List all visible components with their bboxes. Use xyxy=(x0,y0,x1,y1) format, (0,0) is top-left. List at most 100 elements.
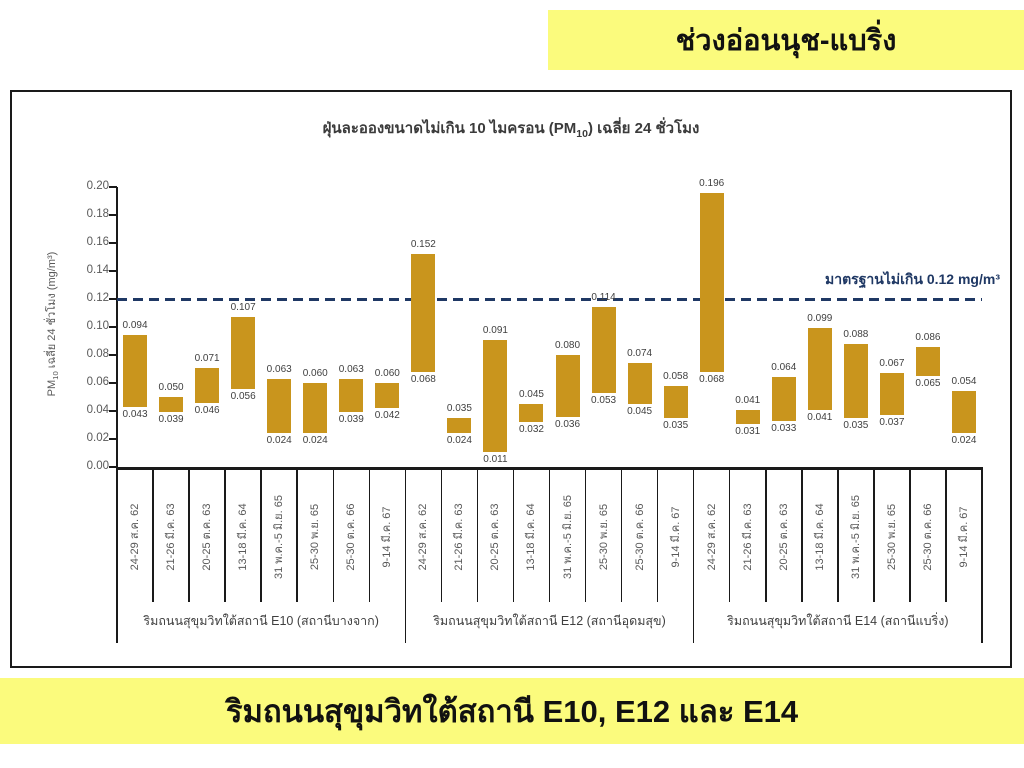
range-bar xyxy=(807,328,832,410)
range-bar xyxy=(411,254,436,372)
x-tick-label: 21-26 มี.ค. 63 xyxy=(453,502,466,571)
range-bar xyxy=(735,409,760,424)
bar-max-label: 0.086 xyxy=(915,331,941,343)
bar-min-label: 0.035 xyxy=(663,420,689,431)
y-tick-label: 0.10 xyxy=(86,320,109,332)
x-tick-label: 13-18 มี.ค. 64 xyxy=(525,502,538,571)
chart-title: ฝุ่นละอองขนาดไม่เกิน 10 ไมครอน (PM10) เฉ… xyxy=(322,120,700,140)
x-tick-label: 25-30 ต.ค. 66 xyxy=(345,502,358,571)
range-bar xyxy=(591,307,616,393)
x-tick-label: 9-14 มี.ค. 67 xyxy=(669,505,682,568)
route-banner: ช่วงอ่อนนุช-แบริ่ง xyxy=(548,10,1024,70)
category-separator xyxy=(260,467,262,602)
range-bar xyxy=(483,339,508,452)
bar-max-label: 0.054 xyxy=(951,376,977,388)
range-bar xyxy=(951,391,976,434)
y-tick-mark xyxy=(109,354,117,356)
range-bar xyxy=(159,397,184,413)
y-axis-title: PM10 เฉลี่ย 24 ชั่วโมง (mg/m³) xyxy=(46,251,61,397)
y-tick-mark xyxy=(109,214,117,216)
standard-line-label: มาตรฐานไม่เกิน 0.12 mg/m³ xyxy=(825,271,1000,287)
bar-min-label: 0.024 xyxy=(951,435,977,447)
bar-max-label: 0.107 xyxy=(230,302,256,314)
range-bar xyxy=(375,383,400,409)
bar-max-label: 0.045 xyxy=(518,389,544,400)
bar-min-label: 0.056 xyxy=(230,390,256,402)
x-tick-label: 9-14 มี.ค. 67 xyxy=(957,505,970,568)
x-tick-label: 31 พ.ค.-5 มิ.ย. 65 xyxy=(561,494,574,579)
category-separator xyxy=(728,467,731,602)
bar-max-label: 0.058 xyxy=(663,370,689,382)
x-tick-label: 21-26 มี.ค. 63 xyxy=(165,502,178,571)
bar-min-label: 0.068 xyxy=(410,373,436,385)
x-tick-label: 20-25 ต.ค. 63 xyxy=(489,502,502,571)
x-tick-label: 21-26 มี.ค. 63 xyxy=(741,502,754,571)
range-bar xyxy=(843,343,868,418)
range-bar xyxy=(267,378,292,434)
bar-min-label: 0.053 xyxy=(591,394,617,406)
bar-min-label: 0.041 xyxy=(807,411,833,423)
y-tick-label: 0.06 xyxy=(86,376,109,388)
y-tick-mark xyxy=(109,410,117,412)
bar-max-label: 0.071 xyxy=(194,352,220,364)
location-banner-text: ริมถนนสุขุมวิทใต้สถานี E10, E12 และ E14 xyxy=(225,694,799,729)
x-tick-label: 24-29 ส.ค. 62 xyxy=(705,503,718,570)
group-separator xyxy=(692,467,695,643)
x-tick-label: 31 พ.ค.-5 มิ.ย. 65 xyxy=(849,494,862,579)
y-tick-label: 0.16 xyxy=(86,236,109,248)
category-separator xyxy=(296,467,298,602)
category-separator xyxy=(512,467,515,602)
bar-min-label: 0.024 xyxy=(302,435,328,447)
bar-max-label: 0.063 xyxy=(338,363,364,375)
bar-min-label: 0.039 xyxy=(338,414,364,426)
range-bar xyxy=(231,317,256,389)
bar-min-label: 0.011 xyxy=(483,453,508,465)
y-tick-mark xyxy=(109,326,117,328)
category-separator xyxy=(332,467,334,602)
x-tick-label: 25-30 พ.ย. 65 xyxy=(597,503,610,570)
bar-min-label: 0.043 xyxy=(122,408,148,420)
bar-min-label: 0.042 xyxy=(374,410,400,422)
category-separator xyxy=(584,467,587,602)
x-tick-label: 24-29 ส.ค. 62 xyxy=(417,503,430,570)
y-tick-mark xyxy=(109,242,117,244)
group-separator xyxy=(981,467,983,643)
y-tick-label: 0.04 xyxy=(86,404,109,416)
bar-min-label: 0.031 xyxy=(735,425,761,437)
category-separator xyxy=(837,467,839,602)
y-tick-mark xyxy=(109,186,117,188)
y-tick-label: 0.18 xyxy=(86,208,109,220)
x-tick-label: 25-30 ต.ค. 66 xyxy=(633,502,646,571)
y-tick-mark xyxy=(109,298,117,300)
y-tick-mark xyxy=(109,382,117,384)
range-bar xyxy=(519,404,544,423)
bar-min-label: 0.024 xyxy=(446,435,472,447)
x-tick-label: 9-14 มี.ค. 67 xyxy=(381,505,394,568)
y-axis-line xyxy=(115,187,118,467)
range-bar xyxy=(663,385,688,418)
location-banner: ริมถนนสุขุมวิทใต้สถานี E10, E12 และ E14 xyxy=(0,678,1024,744)
bar-min-label: 0.068 xyxy=(699,373,725,385)
range-bar xyxy=(627,363,652,404)
route-banner-text: ช่วงอ่อนนุช-แบริ่ง xyxy=(675,25,897,57)
bar-min-label: 0.032 xyxy=(518,424,544,436)
category-separator xyxy=(620,467,623,602)
bar-min-label: 0.046 xyxy=(194,404,220,416)
x-tick-label: 31 พ.ค.-5 มิ.ย. 65 xyxy=(273,494,286,579)
category-separator xyxy=(801,467,803,602)
range-bar xyxy=(303,383,328,434)
bar-max-label: 0.050 xyxy=(158,382,184,393)
y-tick-label: 0.08 xyxy=(86,348,109,360)
x-tick-label: 25-30 พ.ย. 65 xyxy=(309,503,322,570)
bar-max-label: 0.063 xyxy=(266,363,292,375)
bar-min-label: 0.033 xyxy=(771,422,797,434)
category-separator xyxy=(765,467,767,602)
bar-min-label: 0.035 xyxy=(843,420,869,431)
bar-min-label: 0.036 xyxy=(555,418,581,430)
bar-max-label: 0.074 xyxy=(627,348,653,360)
y-tick-label: 0.20 xyxy=(86,180,109,192)
bar-min-label: 0.037 xyxy=(879,417,905,429)
bar-min-label: 0.024 xyxy=(266,435,292,447)
bar-max-label: 0.080 xyxy=(555,340,581,351)
